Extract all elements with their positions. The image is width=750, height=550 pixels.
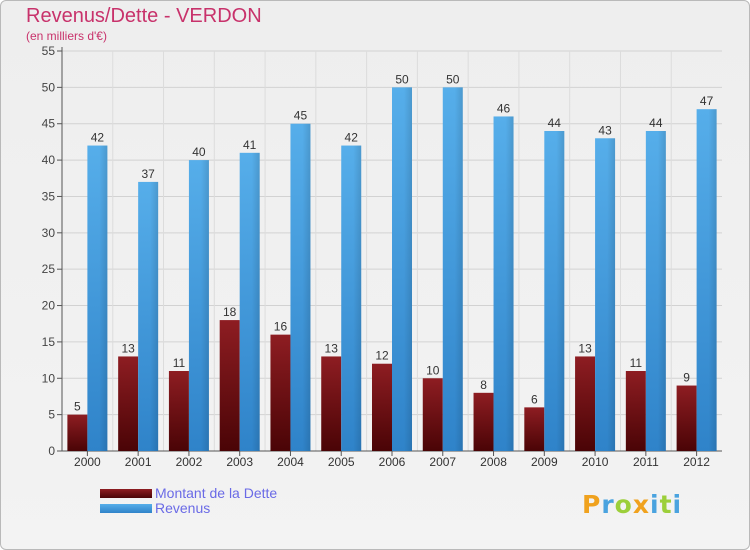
bar-shade bbox=[607, 138, 616, 452]
data-label-revenue-2006: 50 bbox=[395, 72, 409, 86]
logo-letter: o bbox=[614, 490, 633, 519]
bar-shade bbox=[556, 131, 565, 451]
y-tick-label: 0 bbox=[48, 444, 55, 458]
y-tick-label: 15 bbox=[42, 335, 56, 349]
y-tick-label: 45 bbox=[42, 117, 56, 131]
y-tick-label: 55 bbox=[42, 44, 56, 58]
data-label-debt-2012: 9 bbox=[683, 371, 690, 385]
y-tick-label: 35 bbox=[42, 189, 56, 203]
bar-shade bbox=[251, 152, 260, 451]
bar-debt-2004 bbox=[270, 334, 291, 451]
x-tick-label: 2004 bbox=[277, 455, 304, 469]
y-tick-label: 10 bbox=[42, 371, 56, 385]
data-label-revenue-2009: 44 bbox=[548, 116, 562, 130]
legend-swatch-debt bbox=[100, 489, 152, 498]
bar-debt-2006 bbox=[372, 363, 392, 451]
y-tick-label: 50 bbox=[42, 80, 56, 94]
bar-shade bbox=[404, 87, 412, 451]
legend-label-debt: Montant de la Dette bbox=[155, 485, 278, 501]
data-label-debt-2005: 13 bbox=[325, 341, 339, 355]
x-tick-label: 2011 bbox=[633, 455, 659, 469]
bar-shade bbox=[302, 123, 311, 452]
x-tick-label: 2008 bbox=[480, 455, 507, 469]
bar-debt-2008 bbox=[473, 392, 494, 451]
data-label-debt-2007: 10 bbox=[426, 363, 440, 377]
data-label-debt-2011: 11 bbox=[630, 356, 643, 370]
bar-shade bbox=[657, 131, 666, 451]
data-label-revenue-2008: 46 bbox=[497, 101, 511, 115]
proxiti-logo: Proxiti bbox=[582, 490, 682, 519]
bar-debt-2000 bbox=[67, 414, 88, 451]
bar-debt-2009 bbox=[524, 407, 545, 451]
chart-title: Revenus/Dette - VERDON bbox=[26, 5, 262, 27]
chart-subtitle: (en milliers d'€) bbox=[26, 29, 107, 43]
data-label-revenue-2005: 42 bbox=[345, 131, 359, 145]
y-tick-label: 40 bbox=[42, 153, 56, 167]
data-label-debt-2009: 6 bbox=[531, 392, 538, 406]
bar-shade bbox=[454, 87, 463, 451]
data-label-revenue-2004: 45 bbox=[294, 109, 308, 123]
data-label-debt-2010: 13 bbox=[578, 341, 592, 355]
data-label-debt-2002: 11 bbox=[173, 356, 186, 370]
bar-debt-2005 bbox=[321, 356, 342, 451]
bar-shade bbox=[353, 145, 362, 451]
data-label-revenue-2011: 44 bbox=[649, 116, 663, 130]
bar-debt-2011 bbox=[625, 371, 646, 451]
logo-letter: t bbox=[659, 490, 673, 519]
x-tick-label: 2007 bbox=[429, 455, 456, 469]
data-label-revenue-2002: 40 bbox=[192, 145, 206, 159]
x-tick-label: 2002 bbox=[176, 455, 203, 469]
data-label-debt-2006: 12 bbox=[375, 349, 389, 363]
logo-letter: i bbox=[672, 490, 683, 519]
logo-letter: i bbox=[650, 490, 660, 519]
data-label-debt-2003: 18 bbox=[223, 305, 237, 319]
bar-debt-2001 bbox=[118, 356, 139, 451]
data-label-debt-2001: 13 bbox=[121, 341, 135, 355]
data-label-revenue-2010: 43 bbox=[598, 123, 612, 137]
legend-label-revenue: Revenus bbox=[155, 500, 211, 516]
data-label-debt-2008: 8 bbox=[480, 378, 487, 392]
y-tick-label: 25 bbox=[42, 262, 56, 276]
data-label-revenue-2000: 42 bbox=[91, 131, 105, 145]
x-tick-label: 2003 bbox=[226, 455, 253, 469]
x-tick-label: 2009 bbox=[531, 455, 558, 469]
x-tick-label: 2010 bbox=[582, 455, 609, 469]
bar-shade bbox=[150, 181, 159, 451]
x-tick-label: 2006 bbox=[379, 455, 406, 469]
x-tick-label: 2005 bbox=[328, 455, 355, 469]
data-label-debt-2004: 16 bbox=[274, 320, 288, 334]
bar-debt-2002 bbox=[168, 371, 189, 451]
bar-debt-2007 bbox=[422, 378, 443, 451]
bar-debt-2012 bbox=[676, 385, 697, 451]
data-label-revenue-2012: 47 bbox=[700, 94, 714, 108]
bar-shade bbox=[505, 116, 514, 452]
y-tick-label: 20 bbox=[42, 299, 56, 313]
logo-letter: x bbox=[632, 490, 650, 519]
x-tick-label: 2012 bbox=[683, 455, 710, 469]
data-label-debt-2000: 5 bbox=[74, 400, 81, 414]
data-label-revenue-2001: 37 bbox=[141, 167, 155, 181]
logo-letter: P bbox=[582, 490, 602, 519]
legend-swatch-revenue bbox=[100, 504, 152, 513]
bar-debt-2003 bbox=[219, 320, 240, 451]
x-tick-label: 2000 bbox=[74, 455, 101, 469]
data-label-revenue-2003: 41 bbox=[243, 138, 257, 152]
bar-shade bbox=[200, 160, 209, 451]
y-tick-label: 30 bbox=[42, 226, 56, 240]
data-label-revenue-2007: 50 bbox=[446, 72, 460, 86]
x-tick-label: 2001 bbox=[125, 455, 152, 469]
logo-letter: r bbox=[601, 490, 615, 519]
bar-debt-2010 bbox=[575, 356, 596, 451]
y-tick-label: 5 bbox=[48, 408, 55, 422]
bar-shade bbox=[708, 109, 717, 451]
bar-shade bbox=[99, 145, 108, 451]
